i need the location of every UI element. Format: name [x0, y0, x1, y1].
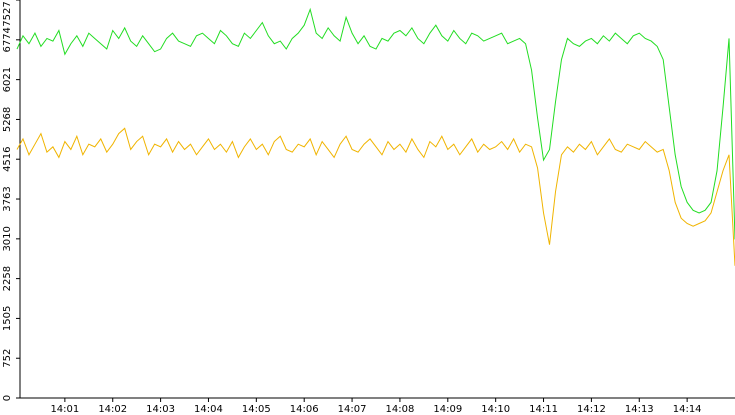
y-tick-label: 1505	[2, 306, 13, 331]
x-tick-label: 14:02	[98, 404, 127, 415]
x-tick-label: 14:07	[338, 404, 367, 415]
x-tick-label: 14:13	[625, 404, 654, 415]
x-tick-label: 14:09	[433, 404, 462, 415]
y-tick-label: 3763	[2, 186, 13, 211]
x-tick-label: 14:01	[50, 404, 79, 415]
y-tick-label: 6774	[2, 27, 13, 52]
x-tick-label: 14:05	[242, 404, 271, 415]
y-tick-label: 4516	[2, 146, 13, 171]
x-tick-label: 14:08	[386, 404, 415, 415]
x-tick-label: 14:12	[577, 404, 606, 415]
x-tick-label: 14:06	[290, 404, 319, 415]
x-tick-label: 14:11	[529, 404, 558, 415]
x-tick-label: 14:03	[146, 404, 175, 415]
y-tick-label: 0	[2, 395, 13, 401]
x-tick-label: 14:10	[481, 404, 510, 415]
x-tick-label: 14:14	[673, 404, 702, 415]
y-tick-label: 2258	[2, 266, 13, 291]
y-tick-label: 5268	[2, 107, 13, 132]
y-tick-label: 6021	[2, 67, 13, 92]
series-line	[16, 7, 735, 240]
y-tick-label: 7527	[2, 1, 13, 26]
series-line	[16, 127, 735, 266]
y-tick-label: 752	[2, 349, 13, 368]
y-tick-label: 3010	[2, 226, 13, 251]
x-tick-label: 14:04	[194, 404, 223, 415]
